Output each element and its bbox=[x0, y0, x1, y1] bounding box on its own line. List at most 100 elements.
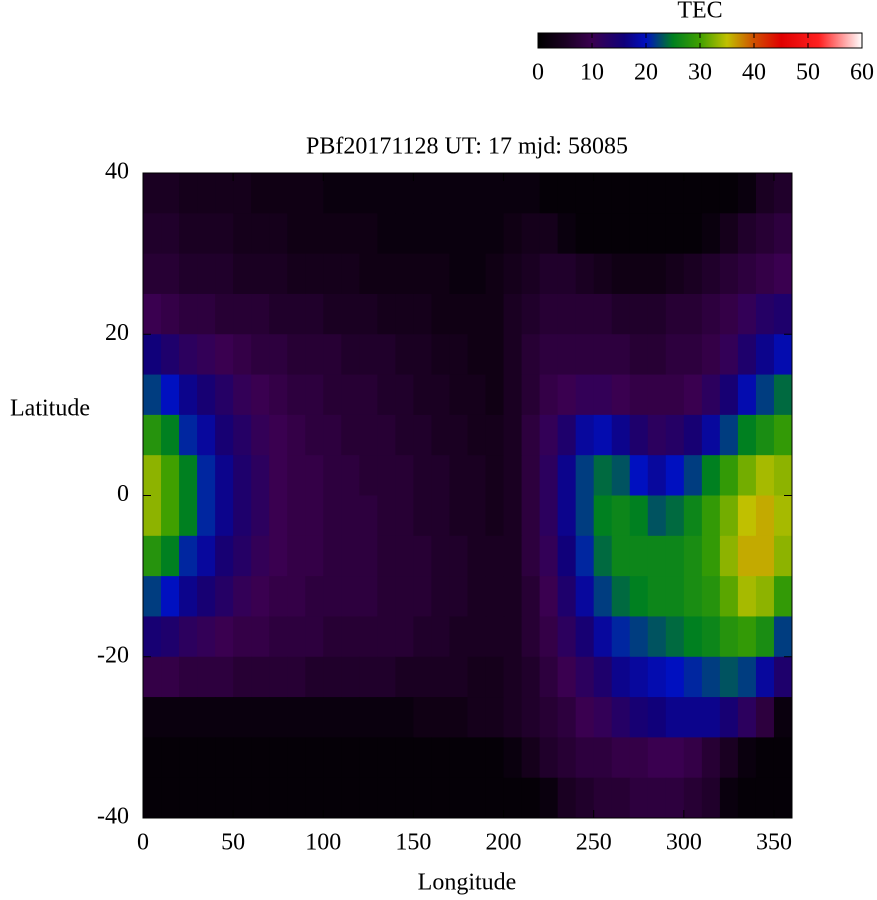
heatmap-cell bbox=[431, 414, 450, 456]
heatmap-cell bbox=[593, 414, 613, 456]
heatmap-cell bbox=[233, 253, 252, 295]
heatmap-cell bbox=[701, 173, 721, 214]
heatmap-cell bbox=[305, 414, 324, 456]
heatmap-cell bbox=[251, 173, 270, 214]
heatmap-cell bbox=[629, 737, 649, 779]
heatmap-cell bbox=[773, 576, 793, 617]
heatmap-cell bbox=[305, 737, 324, 779]
heatmap-cell bbox=[665, 616, 685, 658]
heatmap-cell bbox=[287, 374, 306, 416]
heatmap-cell bbox=[359, 777, 378, 819]
heatmap-cell bbox=[485, 293, 505, 335]
heatmap-cell bbox=[539, 697, 559, 738]
heatmap-cell bbox=[431, 173, 450, 214]
heatmap-cell bbox=[575, 173, 595, 214]
heatmap-cell bbox=[539, 253, 559, 295]
heatmap-cell bbox=[359, 253, 378, 295]
heatmap-cell bbox=[269, 334, 288, 376]
heatmap-cell bbox=[503, 414, 523, 456]
heatmap bbox=[143, 173, 793, 819]
heatmap-cell bbox=[773, 213, 793, 255]
heatmap-cell bbox=[593, 213, 613, 255]
heatmap-cell bbox=[557, 414, 577, 456]
heatmap-cell bbox=[611, 414, 631, 456]
heatmap-cell bbox=[197, 293, 216, 335]
heatmap-cell bbox=[503, 495, 523, 537]
heatmap-cell bbox=[179, 616, 198, 658]
heatmap-cell bbox=[503, 535, 523, 577]
colorbar-tick-label: 0 bbox=[532, 60, 544, 86]
heatmap-cell bbox=[557, 656, 577, 698]
heatmap-cell bbox=[251, 737, 270, 779]
heatmap-cell bbox=[341, 293, 360, 335]
colorbar-tick-label: 50 bbox=[796, 60, 820, 86]
heatmap-cell bbox=[323, 616, 342, 658]
heatmap-cell bbox=[341, 697, 360, 738]
heatmap-cell bbox=[341, 616, 360, 658]
heatmap-cell bbox=[611, 334, 631, 376]
heatmap-cell bbox=[233, 374, 252, 416]
heatmap-cell bbox=[575, 777, 595, 819]
heatmap-cell bbox=[665, 213, 685, 255]
heatmap-cell bbox=[719, 374, 739, 416]
heatmap-cell bbox=[305, 656, 324, 698]
heatmap-cell bbox=[305, 495, 324, 537]
heatmap-cell bbox=[665, 737, 685, 779]
heatmap-cell bbox=[377, 737, 396, 779]
heatmap-cell bbox=[377, 173, 396, 214]
heatmap-cell bbox=[359, 656, 378, 698]
heatmap-cell bbox=[413, 535, 432, 577]
heatmap-cell bbox=[665, 576, 685, 617]
heatmap-cell bbox=[161, 616, 180, 658]
heatmap-cell bbox=[665, 374, 685, 416]
heatmap-cell bbox=[737, 616, 757, 658]
heatmap-cell bbox=[449, 535, 468, 577]
heatmap-cell bbox=[611, 656, 631, 698]
heatmap-cell bbox=[323, 697, 342, 738]
heatmap-cell bbox=[557, 616, 577, 658]
heatmap-cell bbox=[611, 535, 631, 577]
heatmap-cell bbox=[521, 495, 541, 537]
heatmap-cell bbox=[143, 293, 162, 335]
heatmap-cell bbox=[737, 576, 757, 617]
heatmap-cell bbox=[395, 173, 414, 214]
heatmap-cell bbox=[305, 253, 324, 295]
heatmap-cell bbox=[593, 253, 613, 295]
heatmap-cell bbox=[611, 737, 631, 779]
heatmap-cell bbox=[719, 616, 739, 658]
heatmap-cell bbox=[395, 334, 414, 376]
x-tick-label: 50 bbox=[221, 830, 245, 856]
heatmap-cell bbox=[755, 253, 775, 295]
heatmap-cell bbox=[233, 697, 252, 738]
heatmap-cell bbox=[323, 535, 342, 577]
heatmap-cell bbox=[485, 697, 505, 738]
heatmap-cell bbox=[233, 293, 252, 335]
heatmap-cell bbox=[287, 576, 306, 617]
heatmap-cell bbox=[197, 173, 216, 214]
heatmap-cell bbox=[593, 737, 613, 779]
heatmap-cell bbox=[413, 777, 432, 819]
heatmap-cell bbox=[557, 374, 577, 416]
heatmap-cell bbox=[737, 535, 757, 577]
heatmap-cell bbox=[647, 495, 667, 537]
heatmap-cell bbox=[161, 253, 180, 295]
heatmap-cell bbox=[629, 656, 649, 698]
heatmap-cell bbox=[305, 535, 324, 577]
heatmap-cell bbox=[665, 173, 685, 214]
heatmap-cell bbox=[737, 656, 757, 698]
heatmap-cell bbox=[557, 535, 577, 577]
heatmap-cell bbox=[305, 777, 324, 819]
heatmap-cell bbox=[467, 293, 487, 335]
heatmap-cell bbox=[197, 213, 216, 255]
heatmap-cell bbox=[467, 374, 487, 416]
heatmap-cell bbox=[665, 656, 685, 698]
heatmap-cell bbox=[269, 414, 288, 456]
heatmap-cell bbox=[773, 374, 793, 416]
heatmap-cell bbox=[467, 253, 487, 295]
heatmap-cell bbox=[395, 535, 414, 577]
heatmap-cell bbox=[287, 213, 306, 255]
heatmap-cell bbox=[719, 173, 739, 214]
heatmap-cell bbox=[287, 173, 306, 214]
heatmap-cell bbox=[143, 334, 162, 376]
